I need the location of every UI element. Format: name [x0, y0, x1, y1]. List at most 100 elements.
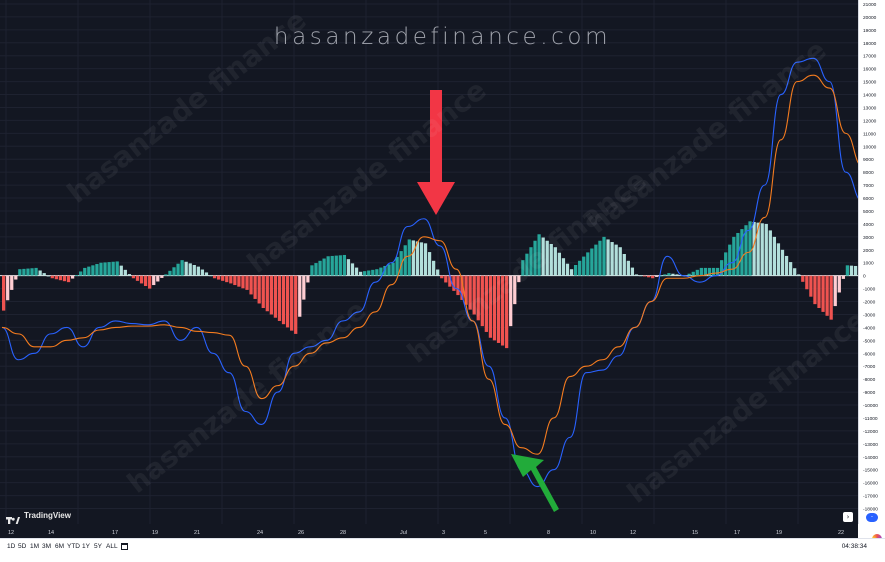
histogram-bar [521, 260, 525, 276]
histogram-bar [780, 249, 785, 276]
histogram-bar [801, 275, 805, 282]
histogram-bar [460, 275, 464, 300]
histogram-bar [253, 275, 257, 299]
histogram-bar [371, 269, 375, 276]
price-axis[interactable]: 21000 20000 19000 18000 17000 16000 15000 14000… [858, 0, 885, 524]
grid-lines [0, 0, 858, 524]
histogram-bar [2, 275, 6, 311]
time-axis[interactable]: 12 14 17 19 21 24 26 28 Jul 3 5 8 10 12 15 17 19 22 [0, 524, 858, 538]
histogram-bar [659, 275, 663, 277]
histogram-bar [204, 272, 209, 276]
range-button-5y[interactable]: 5Y [94, 543, 102, 550]
calendar-icon[interactable] [121, 543, 128, 550]
histogram-bar [432, 260, 436, 276]
histogram-bar [813, 275, 817, 305]
histogram-bar [367, 270, 371, 276]
histogram-bar [752, 221, 756, 276]
annotation-arrows [417, 90, 559, 512]
histogram-bar [606, 239, 610, 276]
price-tick-label: -3000 [863, 312, 876, 318]
histogram-bar [200, 269, 205, 276]
histogram-bar [841, 275, 845, 279]
time-tick-label: 17 [112, 530, 118, 536]
range-button-1m[interactable]: 1M [30, 543, 40, 550]
histogram-bar [66, 275, 71, 283]
tradingview-logo[interactable]: TradingView [6, 511, 71, 524]
histogram-bar [70, 275, 75, 279]
histogram-bar [565, 263, 570, 276]
time-tick-label: 10 [590, 530, 596, 536]
range-button-ytd[interactable]: YTD [67, 543, 80, 550]
clock-readout: 04:38:34 [841, 543, 867, 550]
price-tick-label: -18000 [863, 507, 878, 513]
price-tick-label: 19000 [863, 28, 877, 34]
time-tick-label: 24 [257, 530, 263, 536]
histogram-bar [788, 262, 793, 276]
range-button-1y[interactable]: 1Y [82, 543, 90, 550]
histogram-bar [58, 275, 63, 281]
price-tick-label: -15000 [863, 468, 878, 474]
time-tick-label: 12 [8, 530, 14, 536]
time-tick-label: 21 [194, 530, 200, 536]
histogram-bar [663, 274, 667, 276]
histogram-bar [578, 260, 582, 276]
auto-scale-button[interactable]: · [866, 513, 878, 522]
price-tick-label: 10000 [863, 144, 877, 150]
histogram-bar [180, 260, 184, 276]
histogram-bar [164, 274, 168, 276]
range-button-6m[interactable]: 6M [55, 543, 65, 550]
histogram-bar [229, 275, 233, 284]
histogram-bar [184, 261, 188, 276]
histogram-bar [715, 267, 720, 276]
histogram-bar [358, 271, 363, 276]
range-button-5d[interactable]: 5D [18, 543, 27, 550]
time-tick-label: 19 [776, 530, 782, 536]
histogram-bar [387, 264, 391, 276]
price-tick-label: 12000 [863, 118, 877, 124]
histogram-bar [342, 254, 347, 276]
histogram-bar [586, 252, 590, 276]
histogram-bar [476, 275, 480, 321]
histogram-bar [760, 223, 764, 276]
histogram-bar [399, 251, 403, 276]
price-tick-label: -10000 [863, 403, 878, 409]
histogram-bar [594, 244, 598, 276]
histogram-bar [277, 275, 282, 321]
price-tick-label: -17000 [863, 494, 878, 500]
price-tick-label: 9000 [863, 157, 874, 163]
histogram-bar [671, 273, 675, 276]
histogram-bar [306, 275, 310, 283]
price-tick-label: -9000 [863, 390, 876, 396]
histogram-bar [423, 243, 428, 276]
histogram-bar [103, 262, 107, 276]
histogram-bar [561, 258, 566, 276]
price-tick-label: -6000 [863, 351, 876, 357]
histogram-bar [651, 275, 655, 279]
histogram-bar [764, 223, 768, 276]
time-tick-label: 28 [340, 530, 346, 536]
histogram-bar [14, 275, 18, 280]
price-tick-label: -11000 [863, 416, 878, 422]
histogram-bar [436, 269, 440, 276]
histogram-bar [849, 265, 854, 276]
range-button-all[interactable]: ALL [106, 543, 118, 550]
histogram-bar [805, 275, 809, 290]
range-button-3m[interactable]: 3M [42, 543, 52, 550]
time-tick-label: 8 [547, 530, 550, 536]
histogram-bar [290, 275, 294, 331]
histogram-bar [468, 275, 472, 310]
range-button-1d[interactable]: 1D [7, 543, 16, 550]
histogram-bar [91, 265, 95, 276]
histogram-bar [127, 274, 132, 276]
histogram-bar [825, 275, 829, 316]
histogram-bar [740, 229, 744, 276]
price-tick-label: 3000 [863, 235, 874, 241]
settings-corner-button[interactable]: › [843, 512, 853, 522]
histogram-bar [525, 253, 529, 276]
macd-chart[interactable] [0, 0, 858, 524]
histogram-bar [833, 275, 837, 307]
price-tick-label: 8000 [863, 170, 874, 176]
histogram-bar [529, 247, 533, 276]
histogram-bar [265, 275, 269, 312]
plot-area[interactable]: hasanzade finance hasanzade finance hasa… [0, 0, 858, 524]
